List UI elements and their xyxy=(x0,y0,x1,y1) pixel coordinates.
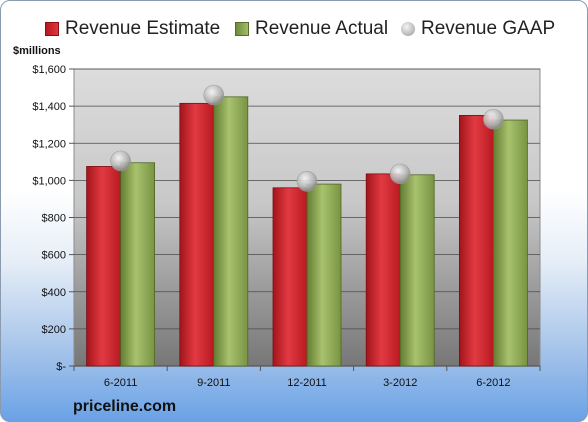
bar-revenue-estimate xyxy=(458,115,494,367)
y-tick-label: $1,200 xyxy=(32,138,66,150)
legend-swatch-revenue-actual xyxy=(235,22,249,36)
y-tick-label: $200 xyxy=(42,324,66,336)
legend-item-revenue-estimate: Revenue Estimate xyxy=(45,17,220,41)
y-tick-label: $1,000 xyxy=(32,175,66,187)
x-tick-label: 6-2012 xyxy=(476,377,510,389)
bar-revenue-actual xyxy=(399,174,435,367)
bar-revenue-actual xyxy=(213,96,249,367)
y-tick-label: $800 xyxy=(42,213,66,225)
y-tick-label: $1,600 xyxy=(32,64,66,76)
y-tick-label: $400 xyxy=(42,287,66,299)
x-tick-label: 12-2011 xyxy=(287,377,327,389)
marker-revenue-gaap xyxy=(389,163,411,185)
bar-revenue-actual xyxy=(306,183,342,367)
legend-item-revenue-actual: Revenue Actual xyxy=(235,17,388,41)
legend-swatch-revenue-gaap xyxy=(401,22,415,36)
legend-label-revenue-estimate: Revenue Estimate xyxy=(65,18,221,39)
bar-revenue-estimate xyxy=(179,102,215,367)
bar-revenue-estimate xyxy=(86,166,121,367)
legend-label-revenue-gaap: Revenue GAAP xyxy=(421,18,556,39)
x-tick-label: 3-2012 xyxy=(383,377,417,389)
priceline-logo: priceline.com xyxy=(73,398,177,415)
legend: Revenue Estimate Revenue Actual Revenue … xyxy=(45,17,565,41)
marker-revenue-gaap xyxy=(296,171,318,192)
y-axis-unit-label: $millions xyxy=(13,45,61,57)
marker-revenue-gaap xyxy=(110,150,131,172)
x-tick-label: 6-2011 xyxy=(104,377,137,389)
bar-revenue-actual xyxy=(120,162,155,367)
legend-item-revenue-gaap: Revenue GAAP xyxy=(401,17,555,41)
bar-revenue-actual xyxy=(492,119,528,367)
bar-revenue-estimate xyxy=(272,187,308,367)
x-tick-label: 9-2011 xyxy=(197,377,230,389)
bar-revenue-estimate xyxy=(365,173,401,367)
marker-revenue-gaap xyxy=(203,84,225,106)
y-tick-label: $600 xyxy=(42,250,66,262)
legend-label-revenue-actual: Revenue Actual xyxy=(255,18,389,39)
legend-swatch-revenue-estimate xyxy=(45,22,59,36)
y-tick-label: $- xyxy=(56,361,66,373)
y-tick-label: $1,400 xyxy=(32,101,66,113)
marker-revenue-gaap xyxy=(483,108,504,130)
